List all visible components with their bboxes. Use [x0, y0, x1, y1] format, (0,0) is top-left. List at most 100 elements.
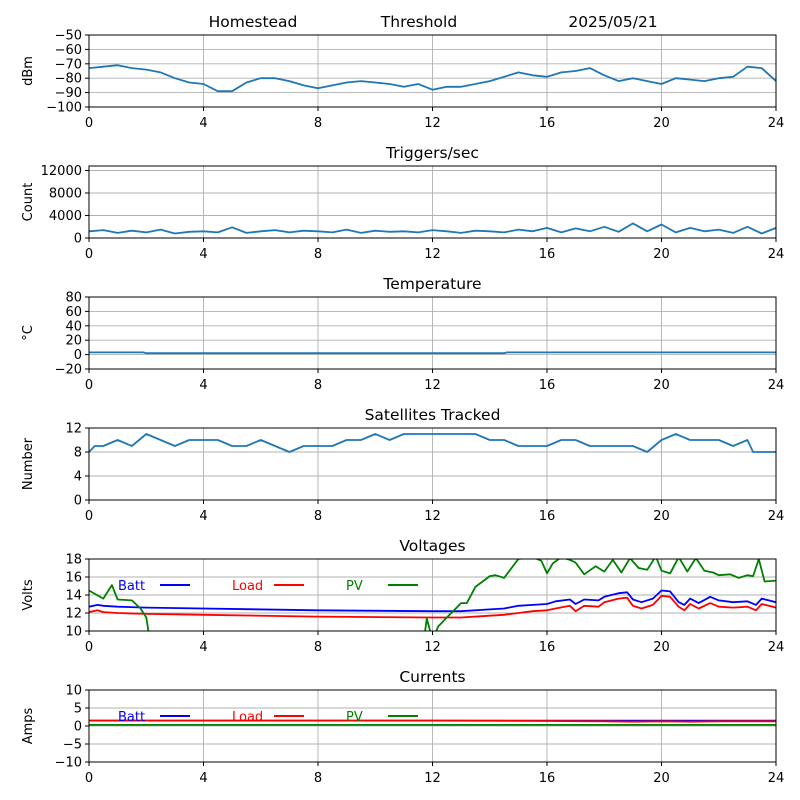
series-line — [89, 351, 776, 355]
chart-panel-6: 0 4 8 12 16 20 24 −10 −5 0 5 10 Currents Amps Batt Load… — [21, 668, 784, 786]
x-tick-label: 16 — [539, 378, 556, 393]
y-tick-label: 80 — [65, 291, 82, 306]
y-tick-label: −80 — [55, 72, 82, 87]
y-axis-label: Volts — [21, 579, 36, 611]
x-tick-label: 16 — [539, 640, 556, 655]
x-tick-label: 20 — [653, 116, 670, 131]
chart-panel-2: 0 4 8 12 16 20 24 0 4000 8000 12000 Triggers/sec Cou… — [21, 144, 784, 262]
y-tick-label: 14 — [65, 589, 82, 604]
y-tick-label: 0 — [74, 232, 82, 247]
y-tick-label: −90 — [55, 86, 82, 101]
y-tick-label: −70 — [55, 57, 82, 72]
x-tick-label: 20 — [653, 247, 670, 262]
x-tick-label: 12 — [424, 509, 441, 524]
x-tick-label: 8 — [314, 640, 322, 655]
y-tick-label: 4 — [74, 470, 82, 485]
y-tick-label: 16 — [65, 571, 82, 586]
chart-panel-5: 0 4 8 12 16 20 24 10 12 14 16 18 Voltages Volts Batt Lo… — [21, 537, 784, 655]
header-location: Homestead — [209, 13, 298, 31]
x-tick-label: 12 — [424, 378, 441, 393]
y-tick-label: 60 — [65, 305, 82, 320]
series-lines — [89, 64, 776, 93]
x-tick-label: 16 — [539, 247, 556, 262]
x-tick-label: 24 — [768, 640, 785, 655]
x-tick-label: 12 — [424, 116, 441, 131]
x-tick-label: 4 — [199, 640, 207, 655]
y-tick-label: 20 — [65, 334, 82, 349]
series-lines — [89, 719, 776, 726]
y-axis-label: °C — [21, 325, 36, 341]
y-tick-label: 0 — [74, 348, 82, 363]
x-tick-label: 0 — [85, 509, 93, 524]
x-tick-label: 8 — [314, 378, 322, 393]
x-tick-label: 8 — [314, 247, 322, 262]
x-tick-label: 0 — [85, 640, 93, 655]
y-axis-label: Number — [21, 437, 36, 490]
chart-title: Triggers/sec — [385, 144, 479, 162]
x-tick-label: 0 — [85, 771, 93, 786]
chart-panel-4: 0 4 8 12 16 20 24 0 4 8 12 Satellites Tracked Number — [21, 406, 784, 524]
x-tick-label: 4 — [199, 771, 207, 786]
x-tick-label: 24 — [768, 116, 785, 131]
y-axis-label: Count — [21, 183, 36, 222]
series-lines — [89, 433, 776, 453]
chart-title: Temperature — [382, 275, 481, 293]
header-mode: Threshold — [380, 13, 457, 31]
y-tick-label: 8000 — [49, 187, 82, 202]
y-tick-label: −10 — [55, 756, 82, 771]
x-tick-label: 4 — [199, 247, 207, 262]
series-line-pv — [89, 559, 776, 631]
chart-title: Currents — [399, 668, 465, 686]
y-tick-label: −50 — [55, 29, 82, 44]
legend-label: Load — [232, 710, 263, 725]
series-line — [89, 222, 776, 235]
y-tick-label: 0 — [74, 720, 82, 735]
y-axis-label: dBm — [21, 56, 36, 86]
x-tick-label: 0 — [85, 116, 93, 131]
y-tick-label: 8 — [74, 446, 82, 461]
chart-panel-1: 0 4 8 12 16 20 24 −100−90−80−70−60−50 dBm — [21, 29, 784, 132]
x-tick-label: 4 — [199, 116, 207, 131]
y-tick-label: 5 — [74, 702, 82, 717]
x-tick-label: 16 — [539, 771, 556, 786]
series-lines — [89, 222, 776, 235]
x-tick-label: 24 — [768, 771, 785, 786]
x-tick-label: 20 — [653, 640, 670, 655]
y-tick-label: 18 — [65, 553, 82, 568]
header-date: 2025/05/21 — [568, 13, 657, 31]
x-tick-label: 16 — [539, 509, 556, 524]
legend-label: Load — [232, 579, 263, 594]
y-tick-label: −20 — [55, 363, 82, 378]
chart-title: Satellites Tracked — [365, 406, 501, 424]
series-line-load — [89, 719, 776, 723]
y-tick-label: 0 — [74, 494, 82, 509]
y-tick-label: −100 — [46, 101, 82, 116]
x-tick-label: 8 — [314, 116, 322, 131]
chart-title: Voltages — [399, 537, 465, 555]
series-line — [89, 433, 776, 453]
x-tick-label: 20 — [653, 771, 670, 786]
series-line — [89, 64, 776, 93]
series-line-batt — [89, 589, 776, 613]
x-tick-label: 16 — [539, 116, 556, 131]
x-tick-label: 12 — [424, 640, 441, 655]
x-tick-label: 12 — [424, 771, 441, 786]
x-tick-label: 0 — [85, 378, 93, 393]
x-tick-label: 8 — [314, 771, 322, 786]
series-line-load — [89, 595, 776, 619]
y-tick-label: 12000 — [41, 164, 82, 179]
legend-label: PV — [346, 710, 363, 725]
x-tick-label: 4 — [199, 378, 207, 393]
y-tick-label: 12 — [65, 607, 82, 622]
series-lines — [89, 351, 776, 355]
y-tick-label: 12 — [65, 422, 82, 437]
y-tick-label: 4000 — [49, 209, 82, 224]
y-tick-label: 40 — [65, 319, 82, 334]
x-tick-label: 20 — [653, 509, 670, 524]
legend-label: PV — [346, 579, 363, 594]
x-tick-label: 24 — [768, 247, 785, 262]
